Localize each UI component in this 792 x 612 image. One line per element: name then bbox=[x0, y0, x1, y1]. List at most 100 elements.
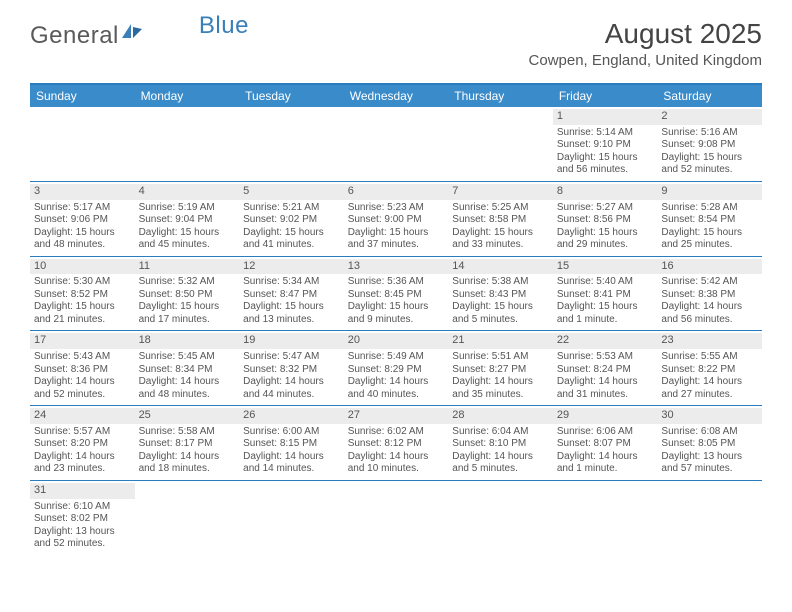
day-number: 13 bbox=[344, 259, 449, 275]
day-header-saturday: Saturday bbox=[657, 85, 762, 107]
empty-cell bbox=[135, 481, 240, 555]
day-number: 7 bbox=[448, 184, 553, 200]
week-row: 17Sunrise: 5:43 AMSunset: 8:36 PMDayligh… bbox=[30, 331, 762, 406]
day-header-monday: Monday bbox=[135, 85, 240, 107]
daylight-line: Daylight: 15 hours and 56 minutes. bbox=[557, 152, 654, 177]
day-number: 3 bbox=[30, 184, 135, 200]
daylight-line: Daylight: 15 hours and 21 minutes. bbox=[34, 301, 131, 326]
day-number: 24 bbox=[30, 408, 135, 424]
day-cell: 21Sunrise: 5:51 AMSunset: 8:27 PMDayligh… bbox=[448, 331, 553, 405]
day-cell: 10Sunrise: 5:30 AMSunset: 8:52 PMDayligh… bbox=[30, 257, 135, 331]
day-cell: 26Sunrise: 6:00 AMSunset: 8:15 PMDayligh… bbox=[239, 406, 344, 480]
day-number: 20 bbox=[344, 333, 449, 349]
daylight-line: Daylight: 14 hours and 35 minutes. bbox=[452, 376, 549, 401]
sunrise-line: Sunrise: 6:00 AM bbox=[243, 426, 340, 439]
sunrise-line: Sunrise: 6:02 AM bbox=[348, 426, 445, 439]
calendar: SundayMondayTuesdayWednesdayThursdayFrid… bbox=[30, 83, 762, 555]
daylight-line: Daylight: 14 hours and 14 minutes. bbox=[243, 451, 340, 476]
sunset-line: Sunset: 8:38 PM bbox=[661, 289, 758, 302]
sunrise-line: Sunrise: 5:58 AM bbox=[139, 426, 236, 439]
sunrise-line: Sunrise: 5:14 AM bbox=[557, 127, 654, 140]
sunrise-line: Sunrise: 5:57 AM bbox=[34, 426, 131, 439]
daylight-line: Daylight: 14 hours and 5 minutes. bbox=[452, 451, 549, 476]
day-number: 30 bbox=[657, 408, 762, 424]
day-cell: 8Sunrise: 5:27 AMSunset: 8:56 PMDaylight… bbox=[553, 182, 658, 256]
day-header-friday: Friday bbox=[553, 85, 658, 107]
sunrise-line: Sunrise: 6:08 AM bbox=[661, 426, 758, 439]
day-number: 1 bbox=[553, 109, 658, 125]
daylight-line: Daylight: 14 hours and 44 minutes. bbox=[243, 376, 340, 401]
day-cell: 19 Sunrise: 5:47 AMSunset: 8:32 PMDayligh… bbox=[239, 331, 344, 405]
sunrise-line: Sunrise: 5:21 AM bbox=[243, 202, 340, 215]
daylight-line: Daylight: 15 hours and 41 minutes. bbox=[243, 227, 340, 252]
daylight-line: Daylight: 15 hours and 45 minutes. bbox=[139, 227, 236, 252]
sunset-line: Sunset: 8:10 PM bbox=[452, 438, 549, 451]
day-cell: 4Sunrise: 5:19 AMSunset: 9:04 PMDaylight… bbox=[135, 182, 240, 256]
day-cell: 28Sunrise: 6:04 AMSunset: 8:10 PMDayligh… bbox=[448, 406, 553, 480]
day-cell: 7Sunrise: 5:25 AMSunset: 8:58 PMDaylight… bbox=[448, 182, 553, 256]
sunrise-line: Sunrise: 5:47 AM bbox=[243, 351, 340, 364]
daylight-line: Daylight: 15 hours and 17 minutes. bbox=[139, 301, 236, 326]
day-number: 17 bbox=[30, 333, 135, 349]
month-title: August 2025 bbox=[529, 18, 762, 50]
daylight-line: Daylight: 14 hours and 56 minutes. bbox=[661, 301, 758, 326]
sunset-line: Sunset: 8:32 PM bbox=[243, 364, 340, 377]
sunset-line: Sunset: 8:36 PM bbox=[34, 364, 131, 377]
sunset-line: Sunset: 9:06 PM bbox=[34, 214, 131, 227]
day-cell: 30Sunrise: 6:08 AMSunset: 8:05 PMDayligh… bbox=[657, 406, 762, 480]
day-number: 9 bbox=[657, 184, 762, 200]
week-row: 31Sunrise: 6:10 AMSunset: 8:02 PMDayligh… bbox=[30, 481, 762, 555]
day-number: 25 bbox=[135, 408, 240, 424]
location: Cowpen, England, United Kingdom bbox=[529, 52, 762, 69]
daylight-line: Daylight: 15 hours and 5 minutes. bbox=[452, 301, 549, 326]
sunset-line: Sunset: 8:54 PM bbox=[661, 214, 758, 227]
day-header-tuesday: Tuesday bbox=[239, 85, 344, 107]
sunset-line: Sunset: 8:05 PM bbox=[661, 438, 758, 451]
sunrise-line: Sunrise: 5:55 AM bbox=[661, 351, 758, 364]
sunrise-line: Sunrise: 5:51 AM bbox=[452, 351, 549, 364]
day-number: 27 bbox=[344, 408, 449, 424]
day-number: 22 bbox=[553, 333, 658, 349]
sunset-line: Sunset: 8:22 PM bbox=[661, 364, 758, 377]
title-block: August 2025 Cowpen, England, United King… bbox=[529, 18, 762, 69]
day-cell: 16Sunrise: 5:42 AMSunset: 8:38 PMDayligh… bbox=[657, 257, 762, 331]
sunset-line: Sunset: 8:12 PM bbox=[348, 438, 445, 451]
empty-cell bbox=[30, 107, 135, 181]
sunrise-line: Sunrise: 5:28 AM bbox=[661, 202, 758, 215]
daylight-line: Daylight: 15 hours and 33 minutes. bbox=[452, 227, 549, 252]
daylight-line: Daylight: 14 hours and 52 minutes. bbox=[34, 376, 131, 401]
daylight-line: Daylight: 15 hours and 48 minutes. bbox=[34, 227, 131, 252]
sunrise-line: Sunrise: 5:30 AM bbox=[34, 276, 131, 289]
day-header-thursday: Thursday bbox=[448, 85, 553, 107]
daylight-line: Daylight: 15 hours and 29 minutes. bbox=[557, 227, 654, 252]
day-cell: 6Sunrise: 5:23 AMSunset: 9:00 PMDaylight… bbox=[344, 182, 449, 256]
day-cell: 13Sunrise: 5:36 AMSunset: 8:45 PMDayligh… bbox=[344, 257, 449, 331]
empty-cell bbox=[135, 107, 240, 181]
day-cell: 17Sunrise: 5:43 AMSunset: 8:36 PMDayligh… bbox=[30, 331, 135, 405]
daylight-line: Daylight: 15 hours and 1 minute. bbox=[557, 301, 654, 326]
sunset-line: Sunset: 9:02 PM bbox=[243, 214, 340, 227]
sunset-line: Sunset: 8:29 PM bbox=[348, 364, 445, 377]
daylight-line: Daylight: 14 hours and 40 minutes. bbox=[348, 376, 445, 401]
daylight-line: Daylight: 15 hours and 37 minutes. bbox=[348, 227, 445, 252]
day-cell: 27Sunrise: 6:02 AMSunset: 8:12 PMDayligh… bbox=[344, 406, 449, 480]
daylight-line: Daylight: 15 hours and 25 minutes. bbox=[661, 227, 758, 252]
day-number: 2 bbox=[657, 109, 762, 125]
sunset-line: Sunset: 8:17 PM bbox=[139, 438, 236, 451]
sunrise-line: Sunrise: 5:53 AM bbox=[557, 351, 654, 364]
day-number: 19 bbox=[239, 333, 344, 349]
sunrise-line: Sunrise: 5:40 AM bbox=[557, 276, 654, 289]
sunset-line: Sunset: 9:04 PM bbox=[139, 214, 236, 227]
empty-cell bbox=[344, 481, 449, 555]
sunrise-line: Sunrise: 5:19 AM bbox=[139, 202, 236, 215]
daylight-line: Daylight: 13 hours and 52 minutes. bbox=[34, 526, 131, 551]
day-cell: 2Sunrise: 5:16 AMSunset: 9:08 PMDaylight… bbox=[657, 107, 762, 181]
daylight-line: Daylight: 14 hours and 31 minutes. bbox=[557, 376, 654, 401]
day-cell: 5Sunrise: 5:21 AMSunset: 9:02 PMDaylight… bbox=[239, 182, 344, 256]
sunrise-line: Sunrise: 6:06 AM bbox=[557, 426, 654, 439]
sunset-line: Sunset: 8:56 PM bbox=[557, 214, 654, 227]
sunset-line: Sunset: 8:47 PM bbox=[243, 289, 340, 302]
sunset-line: Sunset: 8:52 PM bbox=[34, 289, 131, 302]
day-number: 29 bbox=[553, 408, 658, 424]
sunset-line: Sunset: 9:00 PM bbox=[348, 214, 445, 227]
